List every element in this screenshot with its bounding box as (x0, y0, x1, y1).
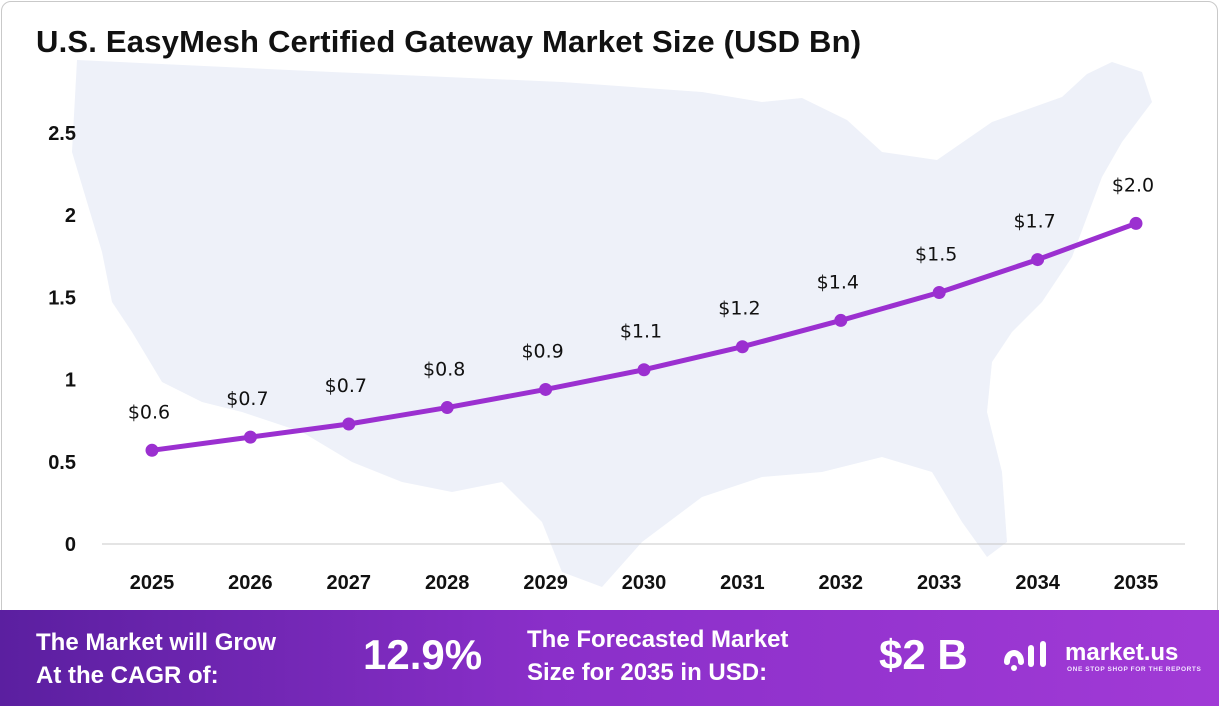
data-label: $0.6 (128, 401, 170, 423)
data-point (932, 285, 946, 299)
forecast-label: The Forecasted Market Size for 2035 in U… (527, 623, 788, 689)
data-point (440, 401, 454, 415)
market-us-logo: market.us ONE STOP SHOP FOR THE REPORTS (1003, 634, 1201, 679)
market-us-logo-icon (1004, 641, 1046, 671)
x-tick-label: 2031 (720, 572, 765, 594)
x-tick-label: 2033 (917, 572, 962, 594)
data-label: $1.4 (817, 271, 859, 293)
summary-banner: The Market will Grow At the CAGR of: 12.… (0, 610, 1219, 706)
x-tick-label: 2032 (819, 572, 864, 594)
chart-title: U.S. EasyMesh Certified Gateway Market S… (36, 24, 862, 59)
x-tick-label: 2034 (1015, 572, 1060, 594)
data-point (243, 430, 257, 444)
cagr-label-line2: At the CAGR of: (36, 662, 219, 689)
x-tick-label: 2035 (1114, 572, 1159, 594)
y-tick-label: 1 (65, 370, 76, 392)
data-point (145, 443, 159, 457)
data-label: $1.5 (915, 243, 957, 265)
forecast-label-line2: Size for 2035 in USD: (527, 659, 768, 686)
cagr-value: 12.9% (363, 631, 483, 678)
data-point (342, 417, 356, 431)
data-point (1129, 216, 1143, 230)
data-label: $1.7 (1013, 211, 1055, 233)
y-tick-label: 2.5 (48, 123, 76, 145)
x-tick-label: 2030 (622, 572, 667, 594)
x-tick-label: 2026 (228, 572, 273, 594)
logo-tagline: ONE STOP SHOP FOR THE REPORTS (1067, 666, 1202, 673)
x-tick-label: 2028 (425, 572, 470, 594)
y-tick-label: 0.5 (48, 452, 76, 474)
forecast-value: $2 B (879, 631, 968, 678)
line-chart: 0 0.5 1 1.5 2 2.5 2025 2026 2027 2028 2029 2030 2031… (48, 60, 1185, 594)
cagr-label: The Market will Grow At the CAGR of: (36, 626, 276, 692)
data-point (735, 340, 749, 354)
logo-name: market.us (1065, 639, 1179, 666)
data-label: $0.8 (423, 359, 465, 381)
cagr-label-line1: The Market will Grow (36, 629, 277, 656)
us-map-background (72, 60, 1152, 587)
data-label: $0.9 (521, 340, 563, 362)
data-label: $0.7 (325, 375, 367, 397)
data-label: $2.0 (1112, 174, 1154, 196)
data-point (637, 363, 651, 377)
data-label: $1.2 (718, 298, 760, 320)
y-tick-label: 2 (65, 205, 76, 227)
data-label: $0.7 (226, 388, 268, 410)
data-point (834, 313, 848, 327)
y-tick-label: 1.5 (48, 287, 76, 309)
forecast-label-line1: The Forecasted Market (527, 626, 789, 653)
y-tick-label: 0 (65, 534, 76, 556)
data-point (1031, 253, 1045, 267)
data-label: $1.1 (620, 321, 662, 343)
x-tick-label: 2025 (130, 572, 175, 594)
data-point (539, 382, 553, 396)
x-tick-label: 2027 (327, 572, 372, 594)
x-tick-label: 2029 (523, 572, 568, 594)
